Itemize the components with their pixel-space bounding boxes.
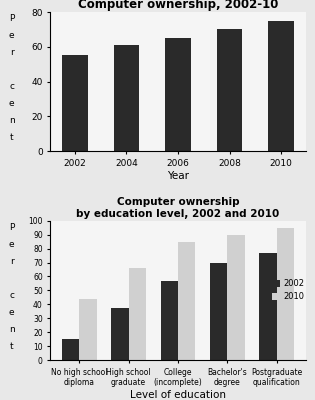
Bar [62, 339, 79, 360]
Bar [62, 56, 88, 151]
X-axis label: Level of education: Level of education [130, 390, 226, 400]
Title: Computer ownership
by education level, 2002 and 2010: Computer ownership by education level, 2… [76, 197, 280, 219]
Bar [260, 253, 277, 360]
Bar [161, 281, 178, 360]
Title: Computer ownership, 2002-10: Computer ownership, 2002-10 [78, 0, 278, 11]
Text: P: P [9, 14, 14, 24]
Text: e: e [9, 31, 14, 40]
Bar [111, 308, 129, 360]
Bar [227, 235, 245, 360]
Bar [277, 228, 294, 360]
Text: t: t [10, 342, 13, 350]
Text: n: n [9, 116, 14, 125]
Text: t: t [10, 133, 13, 142]
Text: c: c [9, 82, 14, 91]
Bar [210, 262, 227, 360]
Bar [165, 38, 191, 151]
Bar [217, 29, 243, 151]
Bar [268, 21, 294, 151]
Bar [113, 45, 139, 151]
Bar [129, 268, 146, 360]
Text: e: e [9, 99, 14, 108]
Bar [178, 242, 195, 360]
Text: P: P [9, 223, 14, 232]
X-axis label: Year: Year [167, 171, 189, 181]
Text: e: e [9, 308, 14, 317]
Text: e: e [9, 240, 14, 249]
Bar [79, 299, 96, 360]
Legend: 2002, 2010: 2002, 2010 [272, 279, 304, 302]
Text: n: n [9, 325, 14, 334]
Text: c: c [9, 291, 14, 300]
Text: r: r [10, 257, 13, 266]
Text: r: r [10, 48, 13, 57]
